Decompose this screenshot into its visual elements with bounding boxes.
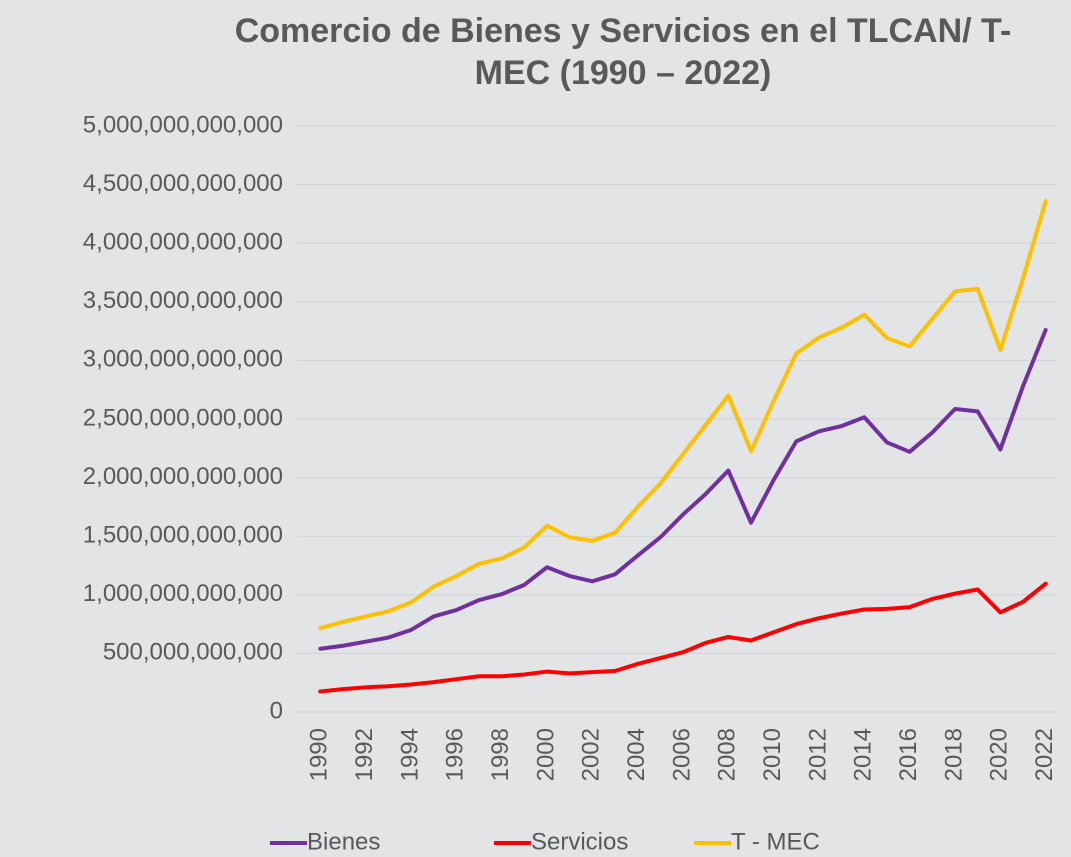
x-tick-label: 1998 [487,728,514,781]
x-tick-label: 2004 [623,728,650,781]
x-tick-label: 2020 [986,728,1013,781]
y-tick-label: 4,000,000,000,000 [83,229,283,256]
y-tick-label: 500,000,000,000 [103,639,283,666]
y-tick-label: 3,000,000,000,000 [83,346,283,373]
x-tick-label: 2022 [1031,728,1058,781]
x-tick-label: 1996 [442,728,469,781]
x-tick-label: 2018 [940,728,967,781]
x-tick-label: 2000 [532,728,559,781]
x-tick-label: 1992 [351,728,378,781]
x-tick-label: 1990 [306,728,333,781]
legend-label: T - MEC [731,828,820,855]
x-tick-label: 2016 [895,728,922,781]
x-tick-label: 2012 [804,728,831,781]
legend-label: Servicios [531,828,628,855]
x-tick-label: 2008 [714,728,741,781]
x-tick-label: 2010 [759,728,786,781]
y-tick-label: 4,500,000,000,000 [83,170,283,197]
series-line [318,327,1048,651]
x-tick-label: 2002 [578,728,605,781]
chart-title: Comercio de Bienes y Servicios en el TLC… [234,12,1012,92]
y-tick-label: 0 [270,697,283,724]
x-tick-label: 2006 [668,728,695,781]
x-tick-label: 1994 [396,728,423,781]
x-tick-label: 2014 [850,728,877,781]
series-line [318,581,1048,694]
y-tick-label: 1,500,000,000,000 [83,522,283,549]
y-tick-label: 5,000,000,000,000 [83,111,283,138]
legend-label: Bienes [307,828,380,855]
y-tick-label: 3,500,000,000,000 [83,287,283,314]
y-tick-label: 2,500,000,000,000 [83,404,283,431]
y-tick-label: 2,000,000,000,000 [83,463,283,490]
series-line [318,199,1048,631]
y-tick-label: 1,000,000,000,000 [83,580,283,607]
